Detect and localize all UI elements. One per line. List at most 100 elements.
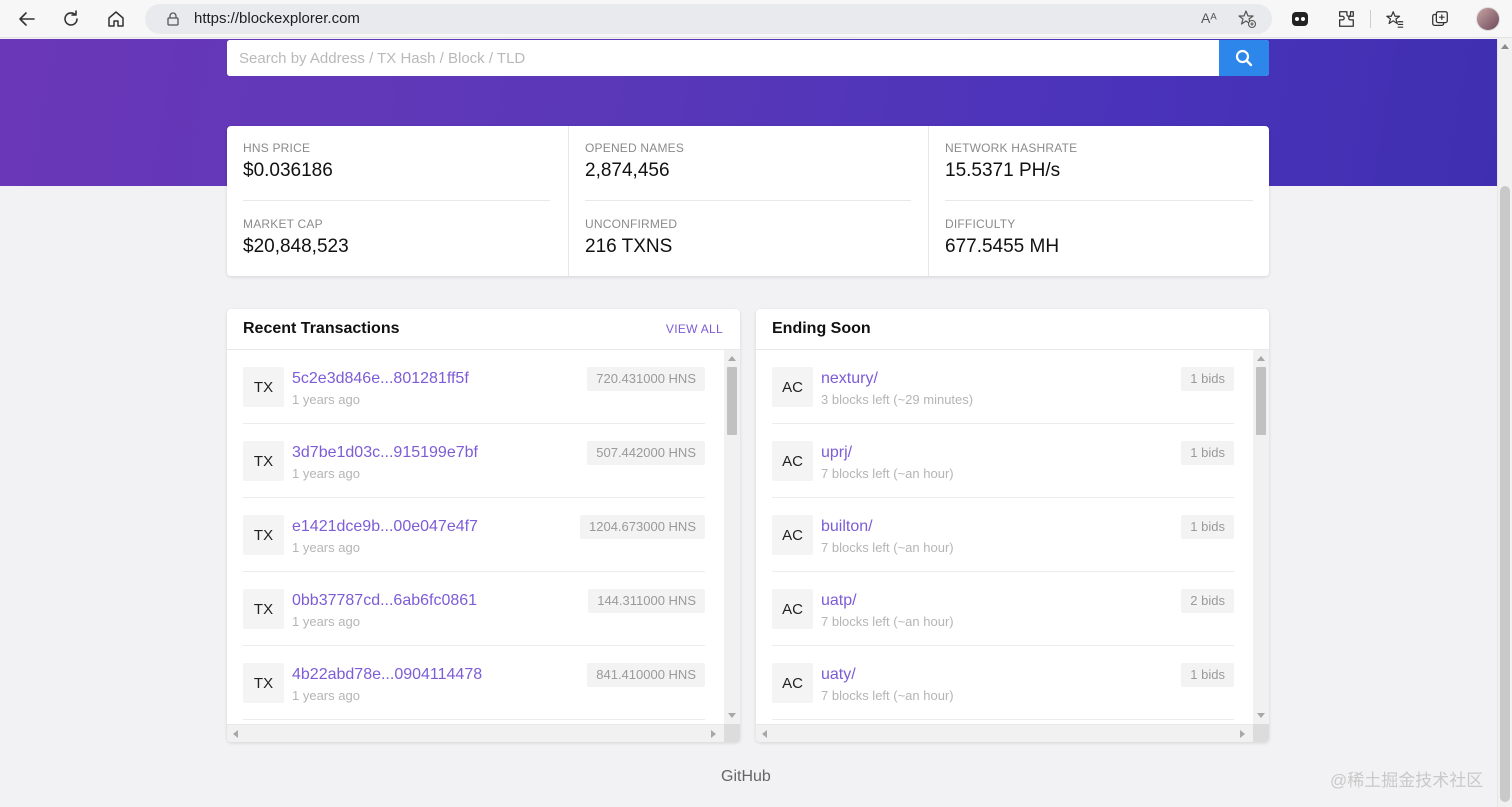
search-icon <box>1235 49 1253 67</box>
stat-hns-price: HNS PRICE $0.036186 <box>243 141 333 182</box>
page-scrollbar[interactable] <box>1497 39 1512 807</box>
transaction-row[interactable]: TX 0bb37787cd...6ab6fc0861 1 years ago 1… <box>243 572 705 646</box>
stat-divider <box>243 200 550 201</box>
search-button[interactable] <box>1219 40 1269 76</box>
scroll-corner <box>724 724 740 742</box>
github-link[interactable]: GitHub <box>721 768 771 785</box>
scroll-up-icon[interactable] <box>1257 356 1265 361</box>
horizontal-scrollbar[interactable] <box>227 724 724 742</box>
stat-value: $20,848,523 <box>243 236 349 257</box>
back-button[interactable] <box>13 5 41 33</box>
auction-row[interactable]: AC uprj/ 7 blocks left (~an hour) 1 bids <box>772 424 1234 498</box>
view-all-link[interactable]: VIEW ALL <box>665 322 723 336</box>
tx-time: 1 years ago <box>292 614 360 629</box>
auction-row[interactable]: AC uatp/ 7 blocks left (~an hour) 2 bids <box>772 572 1234 646</box>
scroll-right-icon[interactable] <box>711 730 716 738</box>
scroll-thumb[interactable] <box>1256 367 1266 435</box>
auction-name-link[interactable]: uprj/ <box>821 444 853 461</box>
profile-avatar[interactable] <box>1476 7 1500 31</box>
auction-bids: 1 bids <box>1181 663 1234 687</box>
vertical-scrollbar[interactable] <box>724 350 740 724</box>
auction-bids: 1 bids <box>1181 441 1234 465</box>
vertical-scrollbar[interactable] <box>1253 350 1269 724</box>
stat-label: MARKET CAP <box>243 217 323 231</box>
auction-badge: AC <box>772 441 813 481</box>
scroll-down-icon[interactable] <box>728 713 736 718</box>
url-text[interactable]: https://blockexplorer.com <box>194 10 360 27</box>
read-aloud-icon[interactable]: Aᴬ <box>1201 10 1217 26</box>
stat-value: 677.5455 MH <box>945 236 1060 257</box>
collections-icon[interactable] <box>1429 8 1451 30</box>
auction-row[interactable]: AC builton/ 7 blocks left (~an hour) 1 b… <box>772 498 1234 572</box>
stat-network-hashrate: NETWORK HASHRATE 15.5371 PH/s <box>945 141 1077 182</box>
transaction-row[interactable]: TX 5c2e3d846e...801281ff5f 1 years ago 7… <box>243 350 705 424</box>
scroll-right-icon[interactable] <box>1240 730 1245 738</box>
auction-detail: 3 blocks left (~29 minutes) <box>821 392 974 407</box>
tx-hash-link[interactable]: 0bb37787cd...6ab6fc0861 <box>292 592 478 609</box>
horizontal-scrollbar[interactable] <box>756 724 1253 742</box>
stat-label: OPENED NAMES <box>585 141 685 155</box>
stat-label: DIFFICULTY <box>945 217 1016 231</box>
refresh-icon <box>64 10 78 26</box>
panel-title: Ending Soon <box>772 320 871 337</box>
scroll-up-icon[interactable] <box>728 356 736 361</box>
stat-difficulty: DIFFICULTY 677.5455 MH <box>945 217 1059 258</box>
stats-card: HNS PRICE $0.036186 MARKET CAP $20,848,5… <box>227 126 1269 276</box>
scroll-down-icon[interactable] <box>1257 713 1265 718</box>
stat-value: 15.5371 PH/s <box>945 160 1061 181</box>
tx-badge: TX <box>243 589 284 629</box>
home-button[interactable] <box>102 5 130 33</box>
auction-row[interactable]: AC uaty/ 7 blocks left (~an hour) 1 bids <box>772 646 1234 720</box>
extension-icon[interactable] <box>1289 8 1311 30</box>
scroll-left-icon[interactable] <box>762 730 767 738</box>
scroll-thumb[interactable] <box>727 367 737 435</box>
transactions-list: TX 5c2e3d846e...801281ff5f 1 years ago 7… <box>227 350 724 724</box>
transaction-row[interactable]: TX e1421dce9b...00e047e4f7 1 years ago 1… <box>243 498 705 572</box>
home-icon <box>108 11 124 27</box>
refresh-button[interactable] <box>57 5 85 33</box>
tx-hash-link[interactable]: 5c2e3d846e...801281ff5f <box>292 370 469 387</box>
stat-value: 2,874,456 <box>585 160 670 181</box>
scroll-left-icon[interactable] <box>233 730 238 738</box>
transaction-row[interactable]: TX 4b22abd78e...0904114478 1 years ago 8… <box>243 646 705 720</box>
auction-name-link[interactable]: builton/ <box>821 518 873 535</box>
favorites-icon[interactable] <box>1384 8 1406 30</box>
ending-soon-panel: Ending Soon AC nextury/ 3 blocks left (~… <box>756 309 1269 742</box>
auction-name-link[interactable]: nextury/ <box>821 370 878 387</box>
address-bar[interactable]: https://blockexplorer.com Aᴬ <box>145 4 1272 34</box>
stat-unconfirmed: UNCONFIRMED 216 TXNS <box>585 217 677 258</box>
auction-badge: AC <box>772 367 813 407</box>
tx-badge: TX <box>243 441 284 481</box>
auction-badge: AC <box>772 663 813 703</box>
page-scroll-thumb[interactable] <box>1500 186 1510 802</box>
tx-time: 1 years ago <box>292 540 360 555</box>
tx-hash-link[interactable]: 3d7be1d03c...915199e7bf <box>292 444 478 461</box>
stat-opened-names: OPENED NAMES 2,874,456 <box>585 141 684 182</box>
recent-transactions-panel: Recent Transactions VIEW ALL TX 5c2e3d84… <box>227 309 740 742</box>
stats-column-network: NETWORK HASHRATE 15.5371 PH/s DIFFICULTY… <box>928 126 1269 276</box>
add-favorite-icon[interactable] <box>1237 9 1257 29</box>
stats-column-names: OPENED NAMES 2,874,456 UNCONFIRMED 216 T… <box>568 126 928 276</box>
toolbar-divider <box>1370 10 1371 28</box>
auction-detail: 7 blocks left (~an hour) <box>821 540 954 555</box>
search-input[interactable] <box>227 40 1219 76</box>
transaction-row[interactable]: TX 3d7be1d03c...915199e7bf 1 years ago 5… <box>243 424 705 498</box>
auction-bids: 1 bids <box>1181 515 1234 539</box>
arrow-left-icon <box>19 12 35 26</box>
scroll-corner <box>1253 724 1269 742</box>
tx-hash-link[interactable]: 4b22abd78e...0904114478 <box>292 666 483 683</box>
tx-hash-link[interactable]: e1421dce9b...00e047e4f7 <box>292 518 478 535</box>
stat-value: $0.036186 <box>243 160 333 181</box>
auction-name-link[interactable]: uatp/ <box>821 592 857 609</box>
auction-detail: 7 blocks left (~an hour) <box>821 614 954 629</box>
auction-bids: 2 bids <box>1181 589 1234 613</box>
auctions-list: AC nextury/ 3 blocks left (~29 minutes) … <box>756 350 1253 724</box>
auction-row[interactable]: AC nextury/ 3 blocks left (~29 minutes) … <box>772 350 1234 424</box>
tx-badge: TX <box>243 367 284 407</box>
scroll-up-icon[interactable] <box>1501 44 1509 49</box>
auction-name-link[interactable]: uaty/ <box>821 666 856 683</box>
tx-time: 1 years ago <box>292 688 360 703</box>
tx-time: 1 years ago <box>292 466 360 481</box>
extensions-puzzle-icon[interactable] <box>1335 8 1357 30</box>
watermark: @稀土掘金技术社区 <box>1330 771 1484 790</box>
